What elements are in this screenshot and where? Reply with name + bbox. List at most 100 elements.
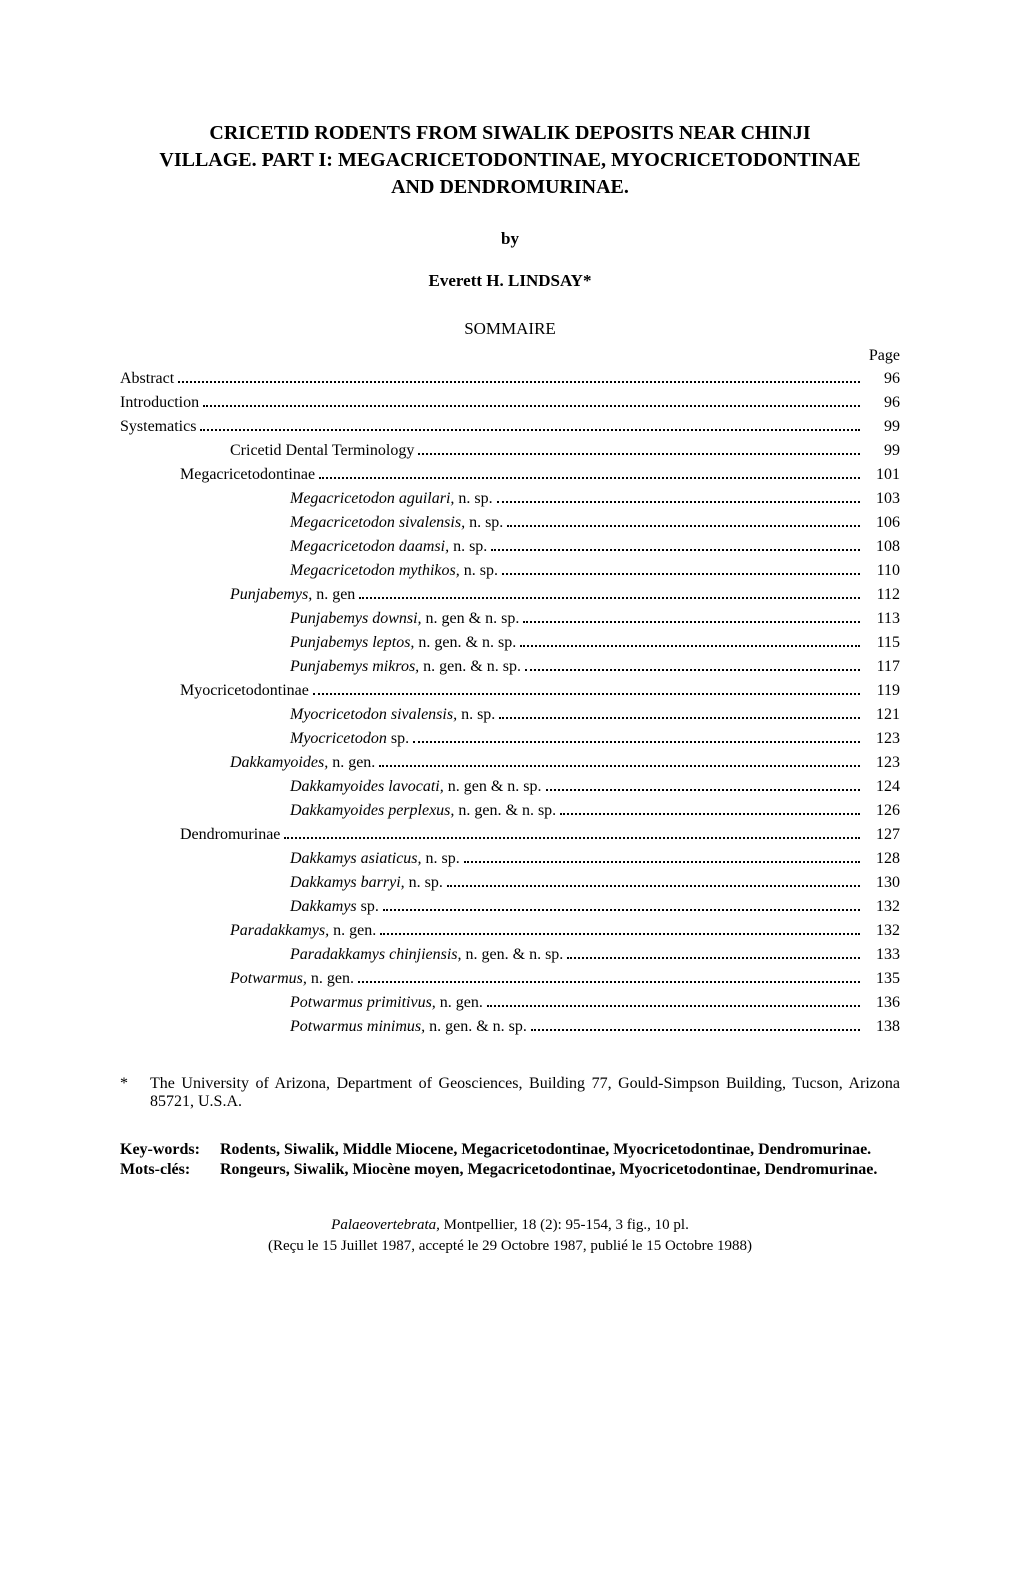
toc-label: Punjabemys leptos, n. gen. & n. sp. — [290, 631, 516, 655]
toc-row: Potwarmus minimus, n. gen. & n. sp.138 — [120, 1015, 900, 1039]
title-line-2: VILLAGE. PART I: MEGACRICETODONTINAE, MY… — [159, 149, 860, 171]
toc-row: Punjabemys mikros, n. gen. & n. sp. 117 — [120, 655, 900, 679]
page-column-header: Page — [120, 347, 900, 365]
footnote-text: The University of Arizona, Department of… — [150, 1075, 900, 1111]
toc-row: Dakkamyoides perplexus, n. gen. & n. sp.… — [120, 799, 900, 823]
toc-dots — [359, 584, 860, 599]
toc-dots — [203, 392, 860, 407]
toc-dots — [284, 824, 860, 839]
paper-page: CRICETID RODENTS FROM SIWALIK DEPOSITS N… — [0, 0, 1020, 1337]
toc-dots — [487, 992, 860, 1007]
toc-page-number: 138 — [864, 1015, 900, 1039]
toc-dots — [520, 632, 860, 647]
toc-dots — [499, 704, 860, 719]
toc-row: Myocricetodon sivalensis, n. sp.121 — [120, 703, 900, 727]
toc-label: Megacricetodontinae — [180, 463, 315, 487]
toc-dots — [491, 536, 860, 551]
toc-page-number: 128 — [864, 847, 900, 871]
toc-page-number: 112 — [864, 583, 900, 607]
toc-label: Dakkamys asiaticus, n. sp. — [290, 847, 460, 871]
toc-row: Megacricetodon sivalensis, n. sp.106 — [120, 511, 900, 535]
toc-row: Dakkamys barryi, n. sp.130 — [120, 871, 900, 895]
keywords-block: Key-words: Rodents, Siwalik, Middle Mioc… — [120, 1141, 900, 1179]
toc-row: Dendromurinae127 — [120, 823, 900, 847]
toc-row: Myocricetodontinae 119 — [120, 679, 900, 703]
keywords-label: Key-words: — [120, 1141, 220, 1159]
toc-page-number: 119 — [864, 679, 900, 703]
citation-rest: Montpellier, 18 (2): 95-154, 3 fig., 10 … — [440, 1217, 689, 1233]
toc-page-number: 123 — [864, 727, 900, 751]
footnote-marker: * — [120, 1075, 150, 1111]
toc-label: Introduction — [120, 391, 199, 415]
toc-row: Dakkamyoides, n. gen.123 — [120, 751, 900, 775]
toc-dots — [497, 488, 860, 503]
author-name: Everett H. LINDSAY* — [120, 271, 900, 291]
toc-page-number: 113 — [864, 607, 900, 631]
toc-label: Myocricetodontinae — [180, 679, 309, 703]
paper-title: CRICETID RODENTS FROM SIWALIK DEPOSITS N… — [120, 120, 900, 201]
toc-page-number: 110 — [864, 559, 900, 583]
toc-label: Potwarmus, n. gen. — [230, 967, 354, 991]
motscles-text: Rongeurs, Siwalik, Miocène moyen, Megacr… — [220, 1161, 900, 1179]
toc-label: Punjabemys mikros, n. gen. & n. sp. — [290, 655, 521, 679]
motscles-label: Mots-clés: — [120, 1161, 220, 1179]
toc-page-number: 96 — [864, 391, 900, 415]
toc-page-number: 101 — [864, 463, 900, 487]
sommaire-heading: SOMMAIRE — [120, 319, 900, 339]
toc-row: Punjabemys downsi, n. gen & n. sp.113 — [120, 607, 900, 631]
toc-dots — [418, 440, 860, 455]
toc-page-number: 99 — [864, 415, 900, 439]
toc-label: Dakkamys sp. — [290, 895, 379, 919]
toc-row: Cricetid Dental Terminology 99 — [120, 439, 900, 463]
toc-dots — [560, 800, 860, 815]
toc-row: Punjabemys, n. gen 112 — [120, 583, 900, 607]
toc-row: Megacricetodontinae 101 — [120, 463, 900, 487]
by-label: by — [120, 229, 900, 249]
toc-label: Megacricetodon aguilari, n. sp. — [290, 487, 493, 511]
toc-label: Dakkamyoides, n. gen. — [230, 751, 375, 775]
toc-row: Potwarmus, n. gen. 135 — [120, 967, 900, 991]
toc-dots — [507, 512, 860, 527]
toc-page-number: 108 — [864, 535, 900, 559]
toc-dots — [200, 416, 860, 431]
toc-label: Megacricetodon daamsi, n. sp. — [290, 535, 487, 559]
toc-page-number: 130 — [864, 871, 900, 895]
toc-dots — [319, 464, 860, 479]
toc-row: Punjabemys leptos, n. gen. & n. sp.115 — [120, 631, 900, 655]
toc-page-number: 136 — [864, 991, 900, 1015]
toc-page-number: 121 — [864, 703, 900, 727]
motscles-row: Mots-clés: Rongeurs, Siwalik, Miocène mo… — [120, 1161, 900, 1179]
toc-dots — [525, 656, 860, 671]
toc-dots — [413, 728, 860, 743]
toc-label: Dakkamyoides lavocati, n. gen & n. sp. — [290, 775, 542, 799]
toc-row: Megacricetodon aguilari, n. sp.103 — [120, 487, 900, 511]
toc-dots — [546, 776, 860, 791]
toc-label: Cricetid Dental Terminology — [230, 439, 414, 463]
toc-dots — [464, 848, 860, 863]
toc-page-number: 135 — [864, 967, 900, 991]
toc-page-number: 99 — [864, 439, 900, 463]
toc-label: Dakkamyoides perplexus, n. gen. & n. sp. — [290, 799, 556, 823]
toc-dots — [447, 872, 860, 887]
toc-page-number: 117 — [864, 655, 900, 679]
toc-row: Megacricetodon mythikos, n. sp.110 — [120, 559, 900, 583]
toc-dots — [178, 368, 860, 383]
toc-dots — [358, 968, 860, 983]
toc-label: Potwarmus primitivus, n. gen. — [290, 991, 483, 1015]
footnote: * The University of Arizona, Department … — [120, 1075, 900, 1111]
toc-label: Punjabemys, n. gen — [230, 583, 355, 607]
toc-page-number: 96 — [864, 367, 900, 391]
toc-label: Dendromurinae — [180, 823, 280, 847]
toc-dots — [383, 896, 860, 911]
toc-dots — [502, 560, 860, 575]
toc-label: Paradakkamys, n. gen. — [230, 919, 376, 943]
toc-page-number: 124 — [864, 775, 900, 799]
toc-dots — [313, 680, 860, 695]
toc-page-number: 132 — [864, 895, 900, 919]
toc-dots — [567, 944, 860, 959]
toc-row: Paradakkamys chinjiensis, n. gen. & n. s… — [120, 943, 900, 967]
citation-line2: (Reçu le 15 Juillet 1987, accepté le 29 … — [268, 1238, 752, 1254]
toc-dots — [380, 920, 860, 935]
toc-label: Myocricetodon sp. — [290, 727, 409, 751]
toc-page-number: 126 — [864, 799, 900, 823]
